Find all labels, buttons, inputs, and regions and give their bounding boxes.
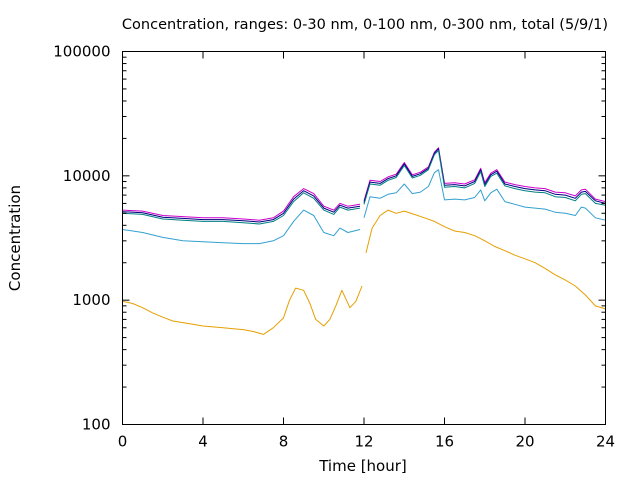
series-line-1 [122,147,606,221]
x-tick-label: 24 [596,433,615,451]
x-tick-label: 16 [435,433,454,451]
series-line-4 [122,169,606,245]
y-tick-label: 10000 [63,167,111,185]
x-tick-label: 0 [118,433,128,451]
y-axis-label: Concentration [6,185,24,291]
plot-frame [122,51,606,425]
x-tick-label: 20 [515,433,534,451]
axis-ticks: 0 4 8 12 16 20 24 100 1000 10000 100000 [53,43,615,451]
x-tick-label: 4 [198,433,208,451]
x-axis-label: Time [hour] [318,457,407,475]
series-line-3 [122,150,606,225]
series-line-5 [122,209,606,335]
y-tick-label: 100000 [53,43,110,61]
x-tick-label: 12 [354,433,373,451]
chart-title: Concentration, ranges: 0-30 nm, 0-100 nm… [122,17,608,33]
y-tick-label: 100 [82,416,111,434]
y-tick-label: 1000 [72,291,110,309]
series-line-2 [122,148,606,223]
x-tick-label: 8 [279,433,289,451]
plot-lines [122,147,606,335]
